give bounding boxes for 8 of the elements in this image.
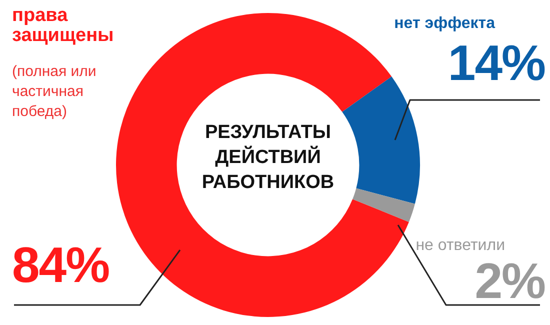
data-label: 84%: [12, 237, 110, 293]
text: РЕЗУЛЬТАТЫ ДЕЙСТВИЙ РАБОТНИКОВ: [200, 121, 336, 195]
slice-label: нет эффекта: [394, 14, 495, 34]
data-label: 14%: [448, 35, 545, 91]
data-label: 2%: [474, 253, 545, 309]
text: (полная или частичная победа): [12, 62, 98, 122]
slice-label: не ответили: [416, 236, 505, 256]
slice-label: права защищены: [12, 5, 114, 46]
